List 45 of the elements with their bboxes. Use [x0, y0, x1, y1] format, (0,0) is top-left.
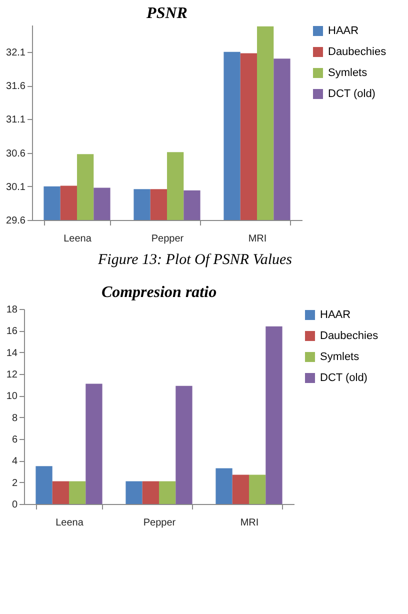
x-tick-label: Leena — [56, 518, 84, 528]
bar — [266, 326, 282, 504]
legend-label: Daubechies — [320, 330, 379, 342]
bar — [159, 481, 176, 504]
y-tick-label: 31.6 — [6, 81, 26, 92]
legend-label: Daubechies — [328, 46, 387, 58]
y-tick-label: 8 — [12, 412, 18, 424]
y-tick-label: 16 — [6, 326, 18, 338]
legend-label: HAAR — [320, 309, 351, 321]
bar — [86, 384, 102, 504]
chart-title: Compresion ratio — [101, 284, 217, 301]
legend-label: DCT (old) — [328, 88, 376, 100]
x-tick-label: MRI — [248, 234, 267, 244]
legend-label: Symlets — [328, 67, 368, 79]
y-tick-label: 30.6 — [6, 148, 26, 160]
y-tick-label: 31.1 — [6, 114, 26, 126]
caption: Figure 13: Plot Of PSNR Values — [96, 252, 293, 269]
y-tick-label: 2 — [12, 478, 18, 489]
x-tick-label: Pepper — [151, 234, 184, 244]
y-tick-label: 32.1 — [6, 47, 26, 58]
bar — [126, 481, 142, 504]
y-tick-label: 30.1 — [6, 182, 26, 193]
y-tick-label: 4 — [12, 456, 18, 468]
bar — [176, 386, 192, 504]
legend-label: DCT (old) — [320, 372, 368, 384]
y-tick-label: 29.6 — [6, 216, 26, 226]
x-tick-label: MRI — [240, 518, 259, 528]
y-tick-label: 6 — [12, 434, 18, 446]
x-tick-label: Leena — [64, 234, 92, 244]
bar — [142, 481, 159, 504]
bar — [69, 481, 86, 504]
bar — [216, 468, 232, 504]
y-tick-label: 12 — [6, 370, 18, 380]
x-tick-label: Pepper — [143, 518, 176, 528]
legend-label: HAAR — [328, 25, 359, 37]
chart-title: PSNR — [146, 5, 188, 22]
bar — [52, 481, 69, 504]
bar — [232, 474, 249, 504]
bar — [249, 474, 266, 504]
bar — [36, 466, 52, 504]
y-tick-label: 18 — [6, 304, 18, 316]
y-tick-label: 10 — [6, 391, 18, 402]
y-tick-label: 14 — [6, 348, 18, 359]
y-tick-label: 0 — [12, 500, 18, 510]
legend-label: Symlets — [320, 351, 360, 363]
